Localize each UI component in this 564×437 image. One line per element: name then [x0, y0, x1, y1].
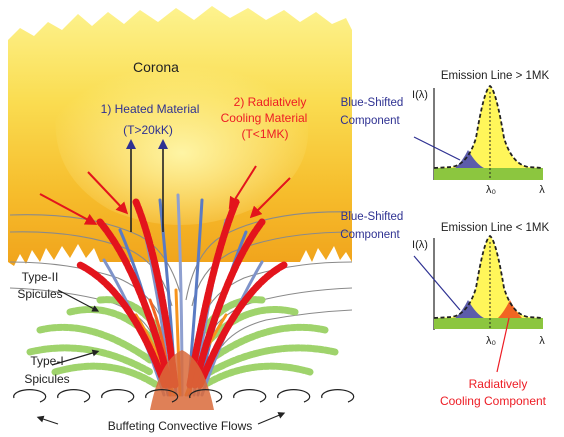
- hot-panel-title: Emission Line > 1MK: [441, 70, 550, 82]
- cool-panel-ylabel: I(λ): [412, 239, 428, 251]
- hot-panel-profile: [434, 86, 543, 168]
- cool-panel-red-component: [498, 300, 522, 318]
- heated-label-line1: 1) Heated Material: [101, 102, 200, 116]
- convective-flows-label: Buffeting Convective Flows: [108, 419, 253, 433]
- cool-panel-xlabel: λ: [539, 335, 545, 347]
- cool-panel-blue-component: [455, 300, 484, 318]
- type-i-label-line1: Type-I: [30, 354, 63, 368]
- cool-panel-blue-pointer: [413, 255, 461, 311]
- cool-panel-center-label: λ₀: [486, 335, 496, 347]
- spicule-base: [150, 350, 214, 410]
- cool-panel-baseline: [434, 318, 543, 329]
- cool-panel-blue-line2: Component: [340, 229, 400, 241]
- type-i-label-line2: Spicules: [24, 372, 69, 386]
- heating-arrows: [126, 139, 168, 232]
- cooling-arrow-2: [87, 171, 129, 215]
- hot-panel-xlabel: λ: [539, 184, 545, 196]
- hot-panel-dashed-profile: [433, 84, 544, 169]
- cool-panel-red-line2: Cooling Component: [440, 394, 547, 408]
- cooling-label-line1: 2) Radiatively: [234, 95, 307, 109]
- hot-panel-pointer: [413, 136, 461, 161]
- type-ii-label-line1: Type-II: [22, 270, 59, 284]
- corona-label: Corona: [133, 59, 179, 75]
- cool-panel-red-line1: Radiatively: [469, 377, 528, 391]
- pointer-lines: [51, 289, 100, 366]
- emission-panel-hot: Emission Line > 1MK I(λ) λ₀ λ Blue-Shift…: [340, 70, 549, 196]
- hot-panel-component-line2: Component: [340, 115, 400, 127]
- cooling-label-line2: Cooling Material: [221, 111, 308, 125]
- cooling-arrows: [39, 165, 291, 225]
- cooling-arrow-4: [249, 177, 291, 219]
- hot-panel-ylabel: I(λ): [412, 89, 428, 101]
- cool-panel-profile: [434, 236, 543, 318]
- cooling-arrow-1: [39, 193, 98, 225]
- type-ii-label-line2: Spicules: [17, 287, 62, 301]
- hot-panel-component-line1: Blue-Shifted: [341, 97, 404, 109]
- cool-panel-blue-line1: Blue-Shifted: [341, 211, 404, 223]
- heated-label-line2: (T>20kK): [123, 123, 173, 137]
- emission-panel-cool: Emission Line < 1MK I(λ) λ₀ λ Blue-Shift…: [340, 211, 549, 408]
- hot-panel-baseline: [434, 168, 543, 180]
- cool-panel-title: Emission Line < 1MK: [441, 222, 550, 234]
- magnetic-field-lines: [9, 211, 353, 347]
- cool-panel-red-pointer: [496, 317, 510, 373]
- convective-arrow-right: [257, 412, 286, 425]
- hot-panel-center-label: λ₀: [486, 184, 496, 196]
- cool-panel-dashed-profile: [433, 234, 544, 319]
- hot-panel-blue-component: [455, 150, 484, 168]
- cooling-spicules: [76, 198, 288, 389]
- convective-flow-cells: [13, 389, 355, 403]
- convective-arrow-left: [36, 415, 59, 425]
- cooling-arrow-3: [228, 165, 257, 210]
- corona-lower-edge: [8, 244, 352, 272]
- cooling-label-line3: (T<1MK): [241, 127, 288, 141]
